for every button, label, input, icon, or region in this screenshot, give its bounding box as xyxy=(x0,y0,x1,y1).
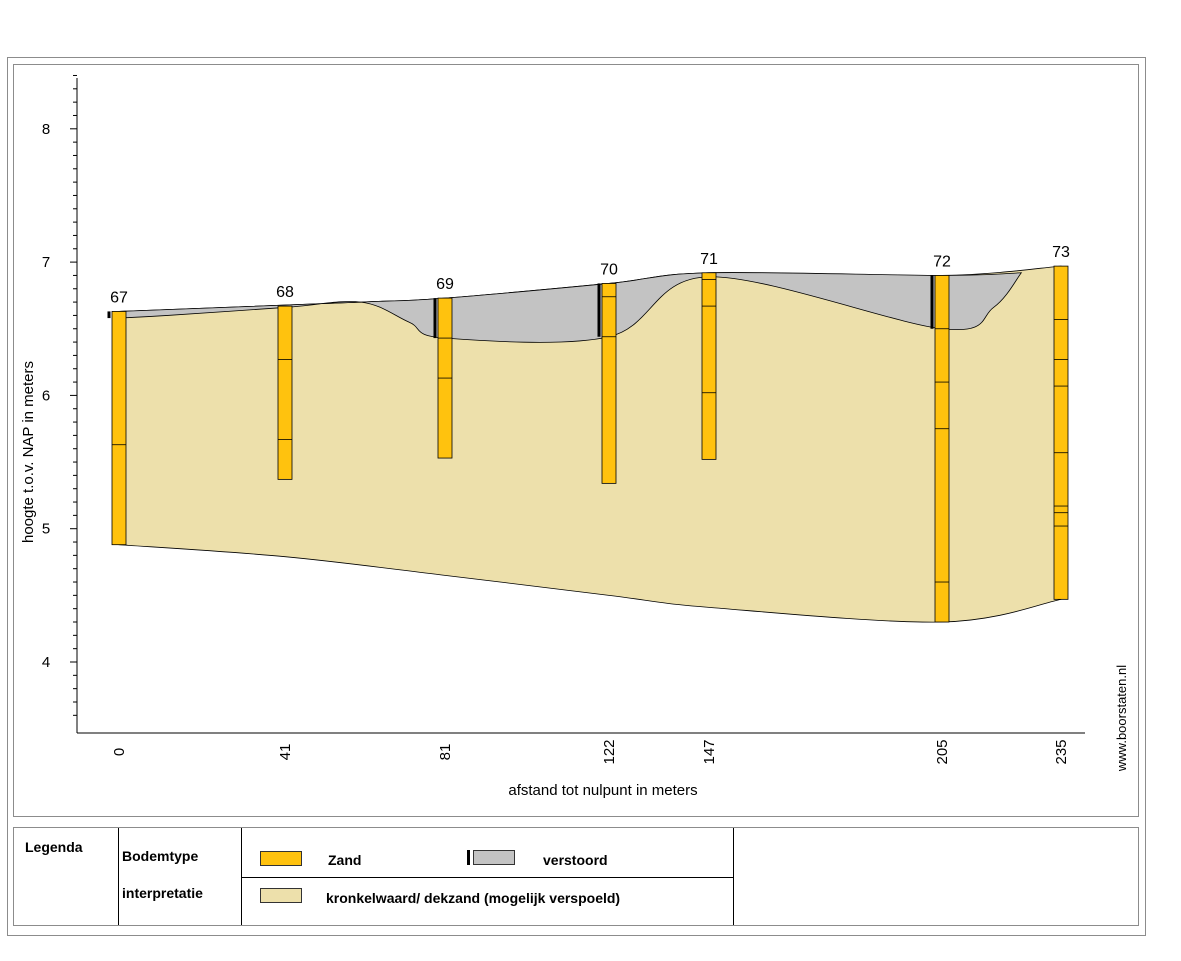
verstoord-label: verstoord xyxy=(543,852,608,868)
legend-row-interpretatie: interpretatie xyxy=(122,885,203,901)
boring-number: 67 xyxy=(110,289,128,306)
legend-panel: Legenda Bodemtype interpretatie Zand ver… xyxy=(13,827,1139,926)
y-tick-label: 5 xyxy=(42,521,50,538)
y-tick-label: 6 xyxy=(42,387,50,404)
boring-number: 72 xyxy=(933,253,951,270)
legend-divider xyxy=(733,828,734,925)
y-tick-label: 7 xyxy=(42,254,50,271)
chart-panel xyxy=(13,64,1139,817)
boring-column xyxy=(934,275,950,623)
interpretation-layers xyxy=(118,265,1062,623)
boring-column xyxy=(601,283,617,484)
zand-swatch xyxy=(260,851,302,866)
x-tick-label: 147 xyxy=(701,739,718,764)
credit-text: www.boorstaten.nl xyxy=(1114,665,1129,772)
chart-text: hoogte t.o.v. NAP in meters afstand tot … xyxy=(20,361,1129,799)
y-tick-label: 4 xyxy=(42,654,50,671)
boring-number: 70 xyxy=(600,261,618,278)
boring-column xyxy=(701,272,717,460)
x-tick-label: 41 xyxy=(277,744,294,761)
boring-number: 69 xyxy=(436,276,454,293)
borings: 67 68 69 70 71 72 73 xyxy=(107,244,1070,623)
x-tick-label: 122 xyxy=(601,739,618,764)
legend-divider xyxy=(118,828,119,925)
legend-divider xyxy=(241,828,242,925)
boring-number: 71 xyxy=(700,251,718,268)
dekzand-label: kronkelwaard/ dekzand (mogelijk verspoel… xyxy=(326,890,621,906)
zand-label: Zand xyxy=(328,852,362,868)
y-axis-title: hoogte t.o.v. NAP in meters xyxy=(20,361,37,543)
boring-column xyxy=(111,311,127,546)
verstoord-layer xyxy=(118,272,1023,343)
x-tick-label: 81 xyxy=(437,744,454,761)
boring-number: 73 xyxy=(1052,244,1070,261)
x-tick-label: 235 xyxy=(1053,739,1070,764)
legend-title: Legenda xyxy=(25,839,83,855)
y-tick-label: 8 xyxy=(42,121,50,138)
boring-column xyxy=(277,305,293,480)
x-tick-label: 0 xyxy=(111,748,128,756)
legend-divider xyxy=(241,877,733,878)
verstoord-swatch xyxy=(473,850,515,865)
dekzand-swatch xyxy=(260,888,302,903)
boring-column xyxy=(1053,265,1069,600)
x-tick-label: 205 xyxy=(934,739,951,764)
boring-number: 68 xyxy=(276,284,294,301)
legend-row-bodemtype: Bodemtype xyxy=(122,848,199,864)
outer-frame xyxy=(7,57,1146,936)
x-axis-title: afstand tot nulpunt in meters xyxy=(508,782,697,799)
verstoord-marker xyxy=(467,850,470,865)
